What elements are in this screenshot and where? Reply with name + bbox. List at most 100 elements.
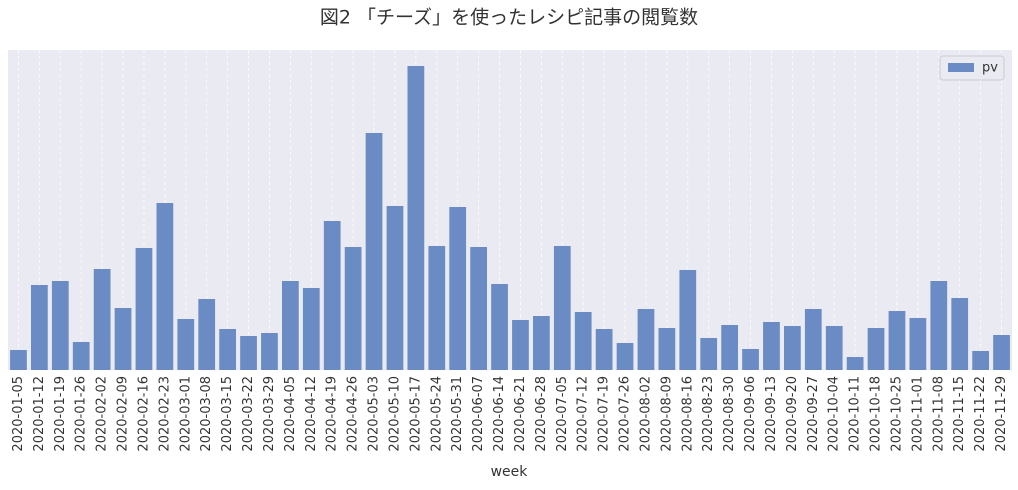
bar xyxy=(658,328,676,370)
x-tick-label: 2020-09-13 xyxy=(764,376,779,452)
bar xyxy=(930,281,948,370)
x-tick-label: 2020-02-16 xyxy=(136,376,151,452)
bar xyxy=(595,329,613,370)
legend-swatch xyxy=(948,63,974,72)
bar xyxy=(470,247,487,370)
x-tick-label: 2020-10-11 xyxy=(848,376,863,452)
bar xyxy=(240,336,257,370)
x-tick-label: 2020-06-21 xyxy=(513,376,528,452)
x-tick-label: 2020-04-19 xyxy=(325,376,340,452)
legend-label: pv xyxy=(982,61,998,76)
x-tick-label: 2020-04-12 xyxy=(304,376,319,452)
plot-area xyxy=(8,50,1012,370)
bar xyxy=(512,320,529,370)
x-tick-label: 2020-04-05 xyxy=(283,376,298,452)
bar xyxy=(784,326,801,370)
x-tick-label: 2020-02-02 xyxy=(95,376,110,452)
x-tick-label: 2020-09-27 xyxy=(806,376,821,452)
x-tick-label: 2020-07-19 xyxy=(597,376,612,452)
x-tick-label: 2020-11-08 xyxy=(931,376,946,452)
x-tick-label: 2020-05-17 xyxy=(408,376,423,452)
bar xyxy=(804,309,822,370)
x-tick-label: 2020-07-05 xyxy=(555,376,570,452)
x-tick-label: 2020-03-29 xyxy=(262,376,277,452)
bar xyxy=(616,343,634,370)
bar xyxy=(449,207,467,370)
x-tick-label: 2020-11-22 xyxy=(973,376,988,452)
bar xyxy=(846,357,864,370)
bar xyxy=(825,326,843,370)
bar xyxy=(679,270,697,370)
x-tick-label: 2020-04-26 xyxy=(346,376,361,452)
x-tick-label: 2020-07-26 xyxy=(618,376,633,452)
bar xyxy=(114,308,132,370)
x-axis-label: week xyxy=(491,464,529,480)
bar xyxy=(993,335,1010,370)
x-tick-label: 2020-03-01 xyxy=(178,376,193,452)
x-tick-label: 2020-07-12 xyxy=(576,376,591,452)
bar xyxy=(31,285,48,370)
bar xyxy=(721,325,738,370)
x-tick-label: 2020-06-28 xyxy=(534,376,549,452)
x-tick-label: 2020-05-10 xyxy=(387,376,402,452)
x-tick-label: 2020-10-25 xyxy=(889,376,904,452)
x-tick-label: 2020-01-19 xyxy=(53,376,68,452)
bar xyxy=(867,328,885,370)
x-tick-label: 2020-08-16 xyxy=(680,376,695,452)
x-tick-label: 2020-01-26 xyxy=(74,376,89,452)
x-tick-label: 2020-05-24 xyxy=(429,376,444,452)
bar xyxy=(574,312,592,370)
chart-title: 図2 「チーズ」を使ったレシピ記事の閲覧数 xyxy=(320,7,698,29)
x-tick-label: 2020-11-15 xyxy=(952,376,967,452)
bar xyxy=(93,269,111,370)
bar xyxy=(491,284,508,370)
x-tick-label: 2020-08-09 xyxy=(659,376,674,452)
bar xyxy=(302,288,320,370)
bar xyxy=(156,203,174,370)
x-tick-label: 2020-11-01 xyxy=(910,376,925,452)
bar xyxy=(135,248,153,370)
x-tick-label: 2020-09-20 xyxy=(785,376,800,452)
bar xyxy=(700,338,718,370)
x-tick-label: 2020-08-02 xyxy=(638,376,653,452)
bar xyxy=(177,319,195,370)
x-tick-label: 2020-06-07 xyxy=(471,376,486,452)
x-tick-label: 2020-01-12 xyxy=(32,376,47,452)
x-tick-label: 2020-08-30 xyxy=(722,376,737,452)
bar xyxy=(219,329,236,370)
bar xyxy=(10,350,27,370)
x-tick-label: 2020-08-23 xyxy=(701,376,716,452)
bar xyxy=(51,281,69,370)
bar xyxy=(282,281,299,370)
bar xyxy=(742,349,759,370)
bar xyxy=(972,351,989,370)
x-tick-label: 2020-10-18 xyxy=(869,376,884,452)
x-tick-label: 2020-03-15 xyxy=(220,376,235,452)
x-tick-label: 2020-05-03 xyxy=(367,376,382,452)
bar xyxy=(407,66,425,370)
bar xyxy=(365,133,383,370)
bar xyxy=(261,333,278,370)
bar xyxy=(386,206,404,370)
x-tick-label: 2020-02-23 xyxy=(157,376,172,452)
x-tick-label: 2020-03-08 xyxy=(199,376,214,452)
bar xyxy=(198,299,216,370)
x-tick-label: 2020-09-06 xyxy=(743,376,758,452)
x-tick-label: 2020-02-09 xyxy=(116,376,131,452)
bar xyxy=(637,309,655,370)
x-tick-label: 2020-06-14 xyxy=(492,376,507,452)
bar xyxy=(951,298,969,370)
x-tick-label: 2020-10-04 xyxy=(827,376,842,452)
bar xyxy=(323,221,341,370)
bar xyxy=(428,246,446,370)
bar xyxy=(344,247,362,370)
x-tick-label: 2020-01-05 xyxy=(11,376,26,452)
bar xyxy=(909,318,927,370)
bar xyxy=(553,246,571,370)
x-tick-label: 2020-03-22 xyxy=(241,376,256,452)
x-tick-label: 2020-05-31 xyxy=(450,376,465,452)
bar xyxy=(888,311,906,370)
bar xyxy=(72,342,90,370)
x-tick-label: 2020-11-29 xyxy=(994,376,1009,452)
